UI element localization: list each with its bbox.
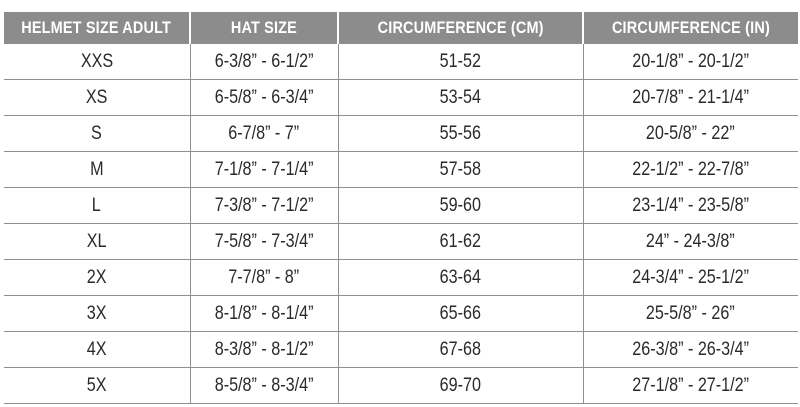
helmet-size-cell: 4X xyxy=(4,331,191,368)
cell-text: 69-70 xyxy=(439,374,482,396)
helmet-size-table: HELMET SIZE ADULT HAT SIZE CIRCUMFERENCE… xyxy=(4,12,798,404)
cell-text: 59-60 xyxy=(439,194,482,216)
cell-text: 7-3/8” - 7-1/2” xyxy=(214,194,314,216)
table-row: 2X 7-7/8” - 8” 63-64 24-3/4” - 25-1/2” xyxy=(4,259,798,296)
table-row: 4X 8-3/8” - 8-1/2” 67-68 26-3/8” - 26-3/4” xyxy=(4,331,798,368)
cell-text: 2X xyxy=(86,266,107,288)
header-circumference-in: CIRCUMFERENCE (IN) xyxy=(582,12,798,44)
circumference-in-cell: 26-3/8” - 26-3/4” xyxy=(582,331,798,368)
hat-size-cell: 8-3/8” - 8-1/2” xyxy=(189,331,339,368)
circumference-cm-cell: 63-64 xyxy=(337,259,584,296)
cell-text: 22-1/2” - 22-7/8” xyxy=(632,158,750,180)
header-circumference-cm: CIRCUMFERENCE (CM) xyxy=(337,12,583,44)
table-row: S 6-7/8” - 7” 55-56 20-5/8” - 22” xyxy=(4,115,798,152)
hat-size-cell: 7-3/8” - 7-1/2” xyxy=(189,187,339,224)
helmet-size-cell: XXS xyxy=(4,43,191,80)
cell-text: 8-3/8” - 8-1/2” xyxy=(214,338,314,360)
cell-text: 55-56 xyxy=(439,122,482,144)
table-row: M 7-1/8” - 7-1/4” 57-58 22-1/2” - 22-7/8” xyxy=(4,151,798,188)
cell-text: XL xyxy=(86,230,107,252)
header-helmet-size: HELMET SIZE ADULT xyxy=(4,12,190,44)
cell-text: 63-64 xyxy=(439,266,482,288)
hat-size-cell: 8-5/8” - 8-3/4” xyxy=(189,367,339,404)
cell-text: 7-1/8” - 7-1/4” xyxy=(214,158,314,180)
cell-text: 7-5/8” - 7-3/4” xyxy=(214,230,314,252)
cell-text: 67-68 xyxy=(439,338,482,360)
header-hat-size: HAT SIZE xyxy=(189,12,338,44)
circumference-cm-cell: 57-58 xyxy=(337,151,584,188)
circumference-in-cell: 27-1/8” - 27-1/2” xyxy=(582,367,798,404)
cell-text: 57-58 xyxy=(439,158,482,180)
circumference-in-cell: 22-1/2” - 22-7/8” xyxy=(582,151,798,188)
cell-text: 20-7/8” - 21-1/4” xyxy=(632,86,750,108)
circumference-cm-cell: 55-56 xyxy=(337,115,584,152)
cell-text: M xyxy=(90,158,104,180)
helmet-size-cell: M xyxy=(4,151,191,188)
cell-text: 23-1/4” - 23-5/8” xyxy=(632,194,750,216)
cell-text: 24” - 24-3/8” xyxy=(646,230,736,252)
circumference-in-cell: 25-5/8” - 26” xyxy=(582,295,798,332)
header-row: HELMET SIZE ADULT HAT SIZE CIRCUMFERENCE… xyxy=(4,12,798,44)
table-row: XXS 6-3/8” - 6-1/2” 51-52 20-1/8” - 20-1/2” xyxy=(4,43,798,80)
circumference-cm-cell: 65-66 xyxy=(337,295,584,332)
helmet-size-cell: XL xyxy=(4,223,191,260)
cell-text: 25-5/8” - 26” xyxy=(646,302,736,324)
cell-text: 8-5/8” - 8-3/4” xyxy=(214,374,314,396)
cell-text: 27-1/8” - 27-1/2” xyxy=(632,374,750,396)
cell-text: 6-7/8” - 7” xyxy=(228,122,300,144)
table-row: XL 7-5/8” - 7-3/4” 61-62 24” - 24-3/8” xyxy=(4,223,798,260)
cell-text: L xyxy=(92,194,102,216)
circumference-cm-cell: 59-60 xyxy=(337,187,584,224)
circumference-cm-cell: 67-68 xyxy=(337,331,584,368)
circumference-cm-cell: 61-62 xyxy=(337,223,584,260)
table-row: L 7-3/8” - 7-1/2” 59-60 23-1/4” - 23-5/8” xyxy=(4,187,798,224)
hat-size-cell: 8-1/8” - 8-1/4” xyxy=(189,295,339,332)
circumference-cm-cell: 51-52 xyxy=(337,43,584,80)
cell-text: 20-1/8” - 20-1/2” xyxy=(632,50,750,72)
helmet-size-cell: 2X xyxy=(4,259,191,296)
cell-text: 8-1/8” - 8-1/4” xyxy=(214,302,314,324)
cell-text: 5X xyxy=(86,374,107,396)
circumference-in-cell: 24” - 24-3/8” xyxy=(582,223,798,260)
cell-text: 6-3/8” - 6-1/2” xyxy=(214,50,314,72)
cell-text: S xyxy=(91,122,103,144)
hat-size-cell: 7-7/8” - 8” xyxy=(189,259,339,296)
cell-text: 7-7/8” - 8” xyxy=(228,266,300,288)
cell-text: 4X xyxy=(86,338,107,360)
circumference-cm-cell: 53-54 xyxy=(337,79,584,116)
circumference-in-cell: 20-5/8” - 22” xyxy=(582,115,798,152)
circumference-in-cell: 20-7/8” - 21-1/4” xyxy=(582,79,798,116)
cell-text: 20-5/8” - 22” xyxy=(646,122,736,144)
table-row: XS 6-5/8” - 6-3/4” 53-54 20-7/8” - 21-1/4” xyxy=(4,79,798,116)
cell-text: 24-3/4” - 25-1/2” xyxy=(632,266,750,288)
helmet-size-cell: L xyxy=(4,187,191,224)
hat-size-cell: 6-3/8” - 6-1/2” xyxy=(189,43,339,80)
circumference-in-cell: 23-1/4” - 23-5/8” xyxy=(582,187,798,224)
circumference-cm-cell: 69-70 xyxy=(337,367,584,404)
cell-text: 51-52 xyxy=(439,50,482,72)
table-row: 3X 8-1/8” - 8-1/4” 65-66 25-5/8” - 26” xyxy=(4,295,798,332)
cell-text: 53-54 xyxy=(439,86,482,108)
helmet-size-cell: 3X xyxy=(4,295,191,332)
hat-size-cell: 7-1/8” - 7-1/4” xyxy=(189,151,339,188)
circumference-in-cell: 24-3/4” - 25-1/2” xyxy=(582,259,798,296)
helmet-size-cell: 5X xyxy=(4,367,191,404)
hat-size-cell: 6-5/8” - 6-3/4” xyxy=(189,79,339,116)
cell-text: XS xyxy=(85,86,108,108)
cell-text: XXS xyxy=(80,50,113,72)
circumference-in-cell: 20-1/8” - 20-1/2” xyxy=(582,43,798,80)
hat-size-cell: 7-5/8” - 7-3/4” xyxy=(189,223,339,260)
cell-text: 65-66 xyxy=(439,302,482,324)
helmet-size-cell: S xyxy=(4,115,191,152)
cell-text: 6-5/8” - 6-3/4” xyxy=(214,86,314,108)
cell-text: 61-62 xyxy=(439,230,482,252)
table-row: 5X 8-5/8” - 8-3/4” 69-70 27-1/8” - 27-1/2” xyxy=(4,367,798,404)
cell-text: 3X xyxy=(86,302,107,324)
hat-size-cell: 6-7/8” - 7” xyxy=(189,115,339,152)
helmet-size-cell: XS xyxy=(4,79,191,116)
cell-text: 26-3/8” - 26-3/4” xyxy=(632,338,750,360)
